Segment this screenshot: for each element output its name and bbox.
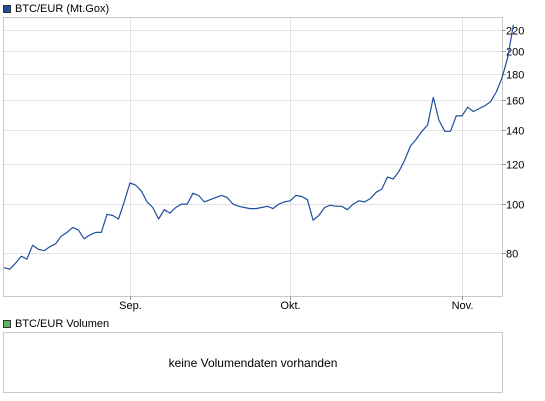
- y-tick-label: 220: [506, 26, 524, 38]
- price-legend: BTC/EUR (Mt.Gox): [3, 2, 109, 16]
- price-plot-frame: [3, 17, 503, 297]
- price-legend-swatch: [3, 5, 11, 13]
- x-tick-label: Nov.: [452, 300, 474, 312]
- y-tick-label: 160: [506, 96, 524, 108]
- price-legend-label: BTC/EUR (Mt.Gox): [15, 3, 110, 15]
- x-tick-label: Okt.: [280, 300, 300, 312]
- y-tick-label: 140: [506, 126, 524, 138]
- no-volume-message: keine Volumendaten vorhanden: [168, 355, 338, 370]
- y-axis-ticks: 80 100 120 140 160 180 200 220: [502, 26, 524, 261]
- volume-legend-label: BTC/EUR Volumen: [15, 318, 110, 330]
- y-tick-label: 100: [506, 200, 524, 212]
- volume-legend: BTC/EUR Volumen: [3, 317, 109, 331]
- y-tick-label: 180: [506, 70, 524, 82]
- price-grid: [4, 18, 502, 296]
- price-series: [3, 24, 514, 270]
- volume-legend-swatch: [3, 320, 11, 328]
- x-axis-ticks: Sep. Okt. Nov.: [119, 296, 473, 312]
- y-tick-label: 120: [506, 160, 524, 172]
- y-tick-label: 200: [506, 47, 524, 59]
- volume-plot-frame: [3, 332, 503, 393]
- y-tick-label: 80: [506, 249, 518, 261]
- series-line: [3, 24, 514, 270]
- x-tick-label: Sep.: [119, 300, 142, 312]
